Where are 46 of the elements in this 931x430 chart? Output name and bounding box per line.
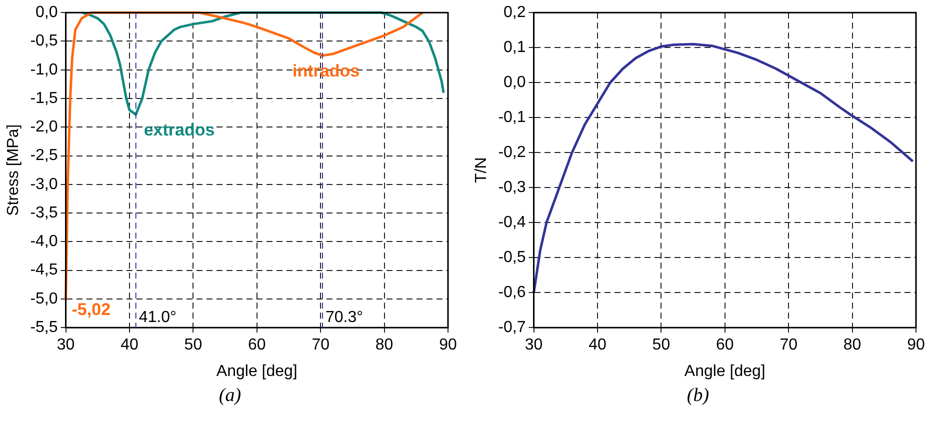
x-tick-label: 70 xyxy=(312,336,330,354)
text: (a) xyxy=(218,385,242,407)
y-tick-label: -0,4 xyxy=(498,214,526,232)
x-tick-label: 30 xyxy=(56,336,75,354)
y-tick-label: -4,5 xyxy=(30,262,58,279)
y-tick-label: -0,5 xyxy=(498,249,526,266)
y-tick-label: -2,5 xyxy=(30,147,58,164)
y-tick-label: -4,0 xyxy=(30,233,58,250)
x-tick-label: 60 xyxy=(248,336,266,354)
ref-line-label: 41.0° xyxy=(138,309,176,326)
y-tick-label: -5,5 xyxy=(30,319,58,336)
y-tick-label: -2,0 xyxy=(30,118,58,136)
y-tick-label: -0,6 xyxy=(498,284,526,302)
y-tick-label: 0,0 xyxy=(504,74,526,92)
y-tick-label: -5,0 xyxy=(30,290,58,308)
y-tick-label: -0,3 xyxy=(498,179,526,196)
x-tick-label: 50 xyxy=(652,336,670,354)
y-tick-label: -0,7 xyxy=(498,319,526,336)
x-tick-label: 90 xyxy=(907,336,925,354)
y-tick-label: -1,0 xyxy=(30,61,58,78)
y-tick-label: -3,0 xyxy=(30,176,58,193)
x-tick-label: 70 xyxy=(780,336,798,354)
y-axis-title: Stress [MPa] xyxy=(5,124,22,216)
y-tick-label: 0,0 xyxy=(36,4,58,22)
y-tick-label: 0,2 xyxy=(504,4,526,22)
x-tick-label: 40 xyxy=(588,336,606,354)
x-tick-label: 30 xyxy=(524,336,543,354)
x-tick-label: 60 xyxy=(716,336,734,354)
x-axis-title: Angle [deg] xyxy=(684,362,766,380)
x-tick-label: 50 xyxy=(184,336,202,354)
x-tick-label: 80 xyxy=(843,336,862,354)
y-tick-label: -0,2 xyxy=(498,144,526,162)
y-tick-label: 0,1 xyxy=(504,39,526,56)
text: (b) xyxy=(686,385,710,407)
series-label: intrados xyxy=(292,62,360,81)
y-tick-label: -3,5 xyxy=(30,204,58,222)
x-tick-label: 80 xyxy=(375,336,394,354)
x-axis-title: Angle [deg] xyxy=(216,362,298,380)
y-tick-label: -1,5 xyxy=(30,90,58,107)
y-tick-label: -0,5 xyxy=(30,32,58,50)
y-axis-title: T/N xyxy=(473,157,490,183)
ref-line-label: 70.3° xyxy=(326,309,364,326)
y-tick-label: -0,1 xyxy=(498,109,526,126)
x-tick-label: 90 xyxy=(439,336,457,354)
annotation: -5,02 xyxy=(72,300,111,319)
x-tick-label: 40 xyxy=(120,336,138,354)
